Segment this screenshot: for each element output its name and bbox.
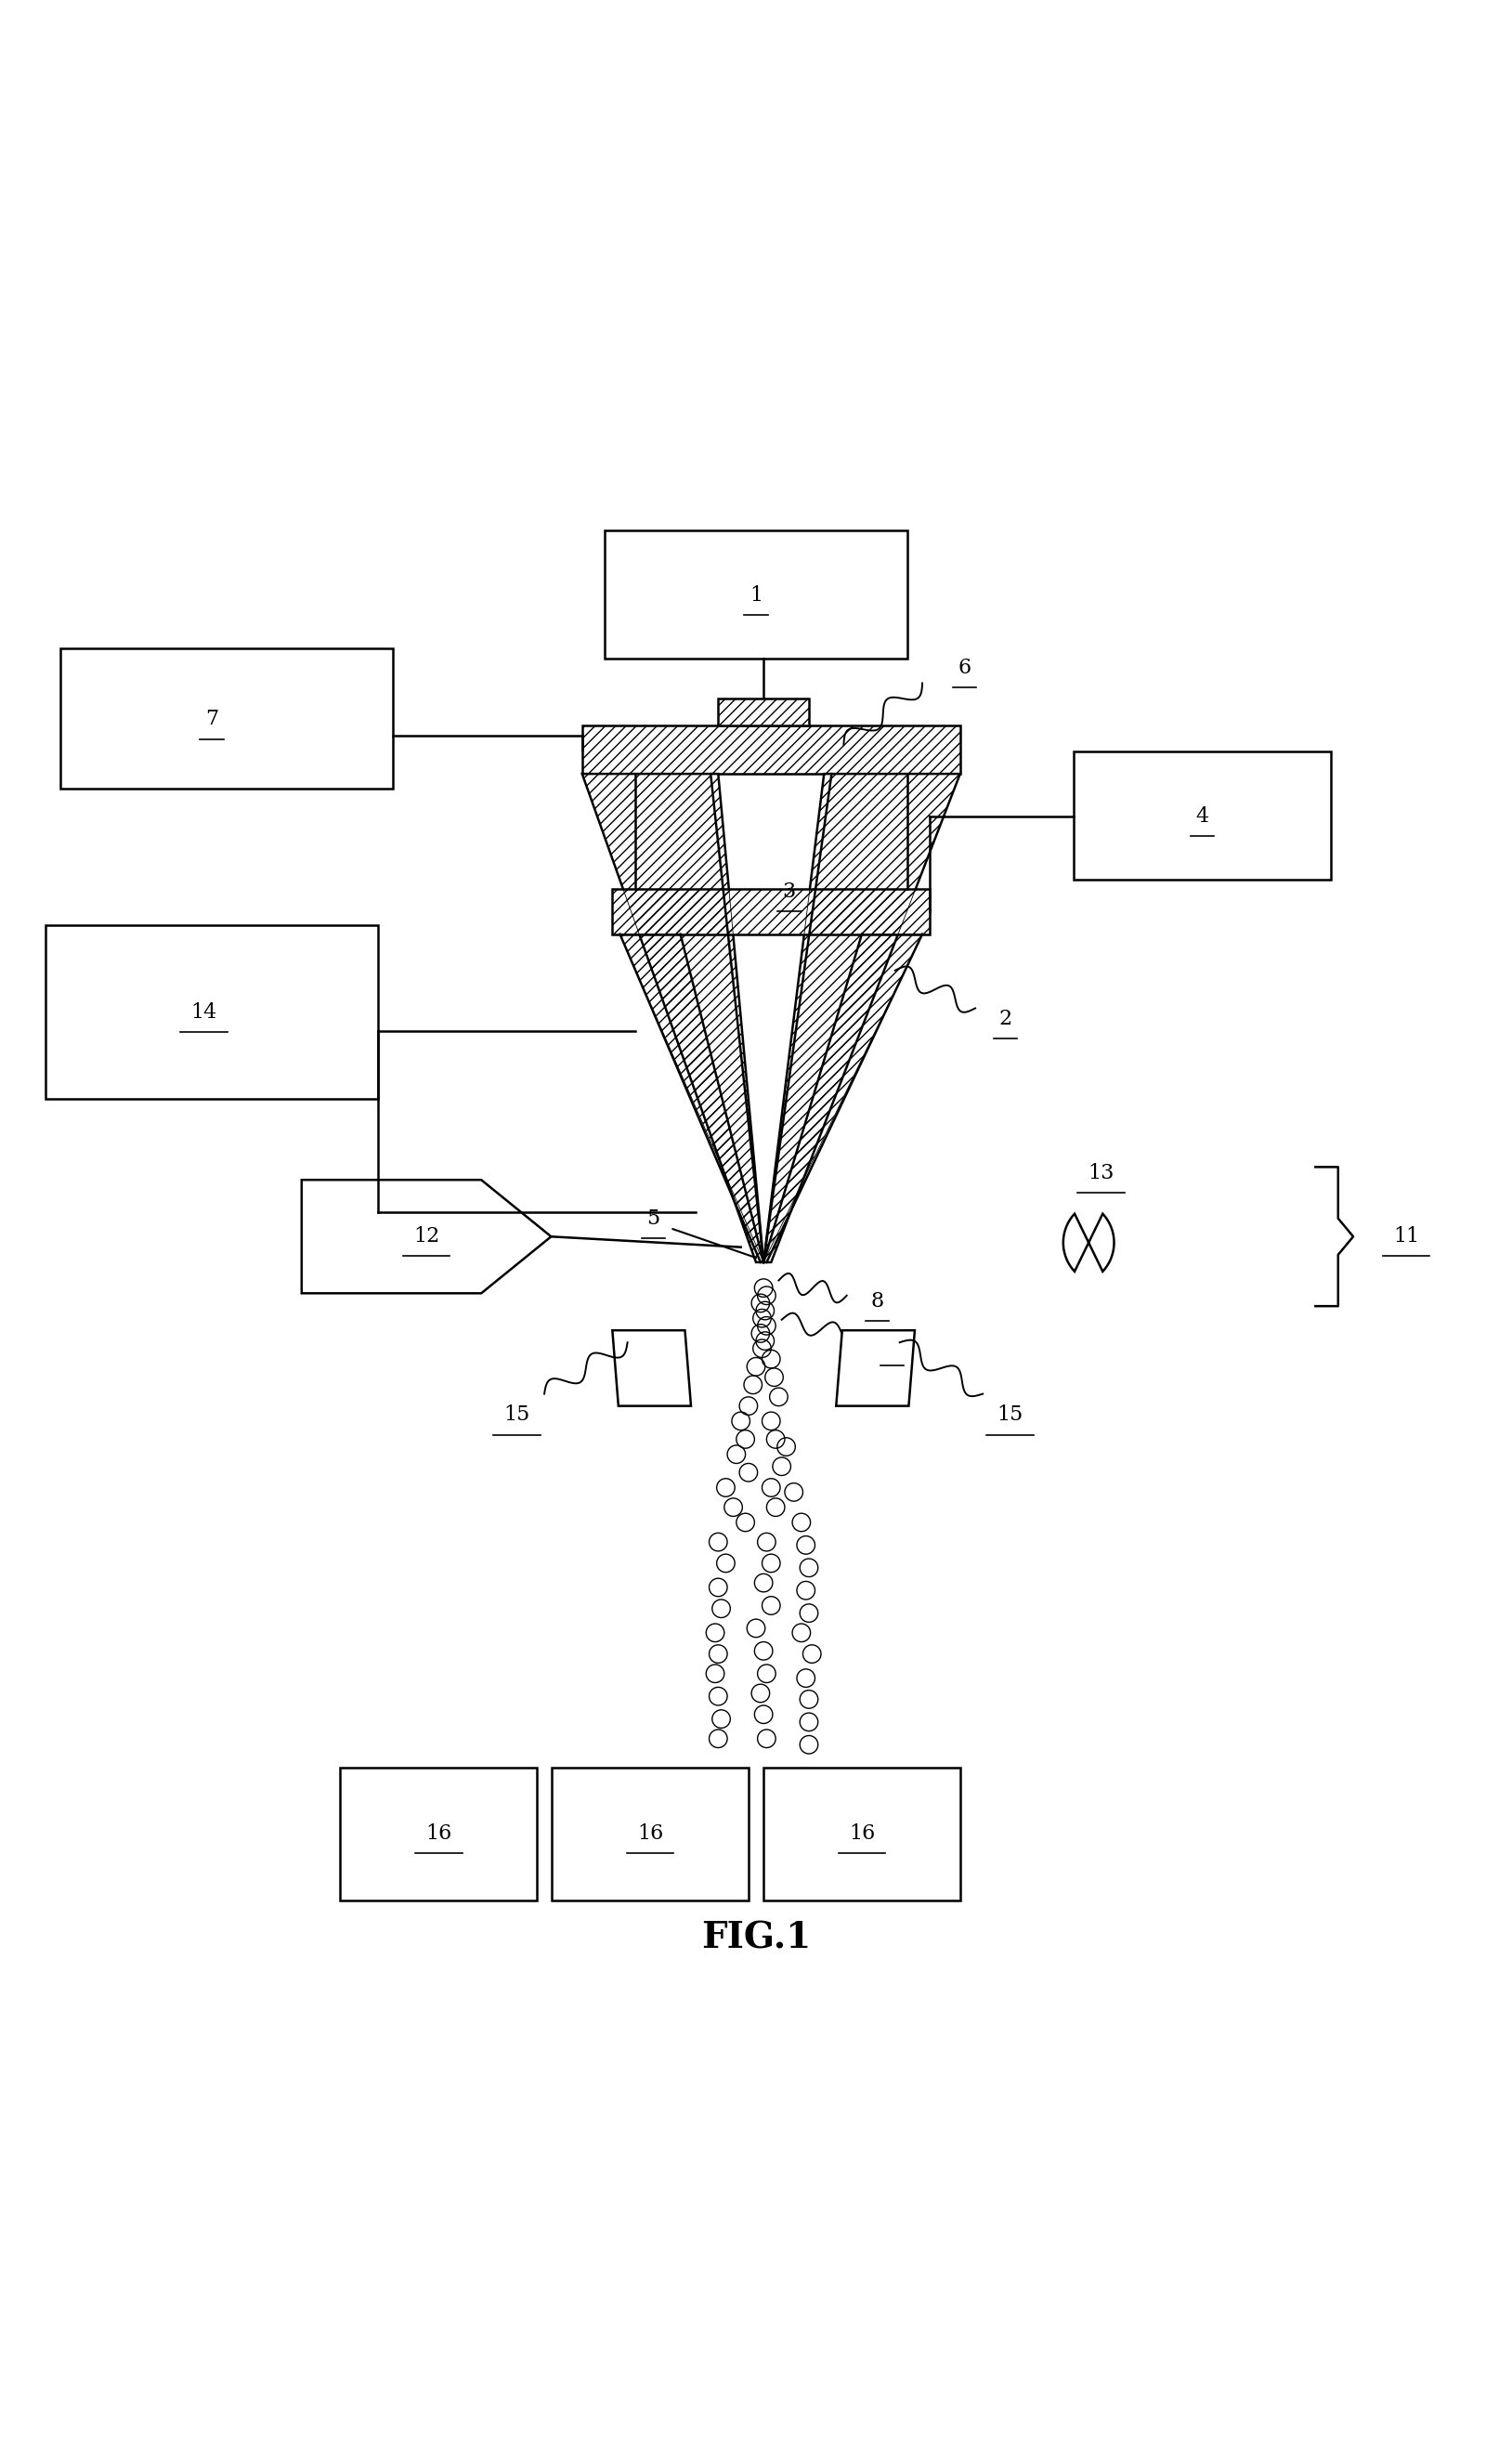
Text: 8: 8 — [871, 1291, 883, 1311]
Polygon shape — [582, 724, 960, 773]
Text: 1: 1 — [750, 584, 762, 606]
Polygon shape — [612, 889, 930, 935]
Bar — [1074, 751, 1331, 879]
Bar — [340, 1768, 537, 1900]
Bar — [45, 926, 378, 1100]
Polygon shape — [836, 1331, 915, 1407]
Text: 9: 9 — [886, 1336, 898, 1355]
Text: 6: 6 — [959, 658, 971, 678]
Text: 4: 4 — [1196, 805, 1208, 827]
Text: 5: 5 — [647, 1208, 659, 1228]
Text: 11: 11 — [1393, 1228, 1420, 1247]
Text: 16: 16 — [425, 1824, 452, 1844]
Bar — [764, 1768, 960, 1900]
Bar — [60, 648, 393, 788]
Text: 15: 15 — [996, 1404, 1024, 1426]
Polygon shape — [612, 1331, 691, 1407]
Text: 15: 15 — [503, 1404, 531, 1426]
Bar — [552, 1768, 748, 1900]
Polygon shape — [582, 773, 764, 1262]
Text: 16: 16 — [848, 1824, 875, 1844]
Polygon shape — [764, 773, 960, 1262]
Text: 13: 13 — [1087, 1164, 1114, 1183]
Bar — [605, 530, 907, 658]
Text: FIG.1: FIG.1 — [702, 1920, 810, 1957]
Text: 7: 7 — [206, 709, 218, 729]
Text: 16: 16 — [637, 1824, 664, 1844]
Text: 2: 2 — [999, 1009, 1012, 1029]
Polygon shape — [718, 697, 809, 724]
Polygon shape — [1063, 1213, 1114, 1272]
Polygon shape — [301, 1181, 550, 1294]
Text: 14: 14 — [191, 1002, 218, 1024]
Text: 12: 12 — [413, 1228, 440, 1247]
Text: 3: 3 — [783, 881, 795, 901]
